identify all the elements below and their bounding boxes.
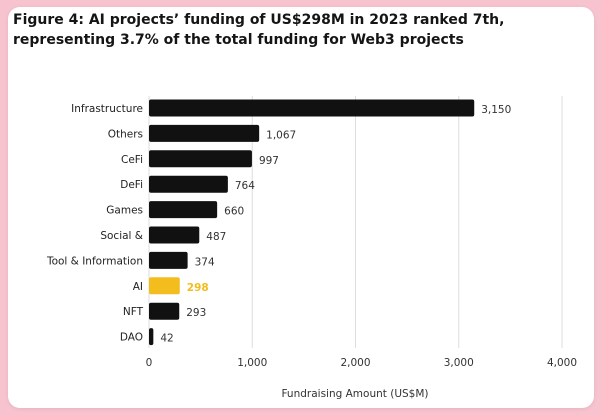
category-label: Games bbox=[106, 205, 143, 217]
value-label: 374 bbox=[195, 256, 215, 268]
bars bbox=[149, 99, 475, 346]
bar-nft bbox=[149, 302, 180, 320]
x-tick-label: 0 bbox=[146, 357, 153, 369]
value-label: 1,067 bbox=[266, 129, 296, 141]
value-label: 293 bbox=[186, 307, 206, 319]
x-tick-label: 3,000 bbox=[444, 357, 474, 369]
value-labels: 3,150 1,067 997 764 660 487 374 298 293 42 bbox=[160, 104, 511, 345]
value-label: 487 bbox=[206, 231, 226, 243]
chart-card bbox=[8, 7, 594, 408]
category-label: CeFi bbox=[121, 154, 143, 166]
value-label: 997 bbox=[259, 155, 279, 167]
value-label: 42 bbox=[160, 333, 173, 345]
category-label: NFT bbox=[123, 306, 144, 318]
x-tick-labels: 0 1,000 2,000 3,000 4,000 bbox=[146, 357, 577, 369]
category-label: Others bbox=[108, 128, 143, 140]
bar-cefi bbox=[149, 150, 252, 168]
value-label: 298 bbox=[187, 282, 209, 294]
value-label: 764 bbox=[235, 180, 255, 192]
category-label: DeFi bbox=[120, 179, 143, 191]
bar-ai bbox=[149, 277, 180, 295]
category-label: Tool & Information bbox=[46, 255, 143, 267]
value-label: 3,150 bbox=[481, 104, 511, 116]
bar-dao bbox=[149, 328, 154, 346]
bar-infrastructure bbox=[149, 99, 475, 117]
category-label: Infrastructure bbox=[71, 103, 143, 115]
category-label: DAO bbox=[120, 332, 143, 344]
chart-title: Figure 4: AI projects’ funding of US$298… bbox=[13, 12, 505, 48]
bar-games bbox=[149, 201, 218, 219]
category-label: Social & bbox=[100, 230, 143, 242]
x-axis-title: Fundraising Amount (US$M) bbox=[281, 388, 428, 400]
x-tick-label: 4,000 bbox=[547, 357, 577, 369]
x-tick-label: 1,000 bbox=[237, 357, 267, 369]
category-labels: Infrastructure Others CeFi DeFi Games Social … bbox=[46, 103, 144, 344]
bar-others bbox=[149, 124, 260, 142]
bar-defi bbox=[149, 175, 228, 193]
bar-tool-information bbox=[149, 251, 188, 269]
bar-social bbox=[149, 226, 200, 244]
value-label: 660 bbox=[224, 206, 244, 218]
category-label: AI bbox=[133, 281, 143, 293]
x-tick-label: 2,000 bbox=[340, 357, 370, 369]
